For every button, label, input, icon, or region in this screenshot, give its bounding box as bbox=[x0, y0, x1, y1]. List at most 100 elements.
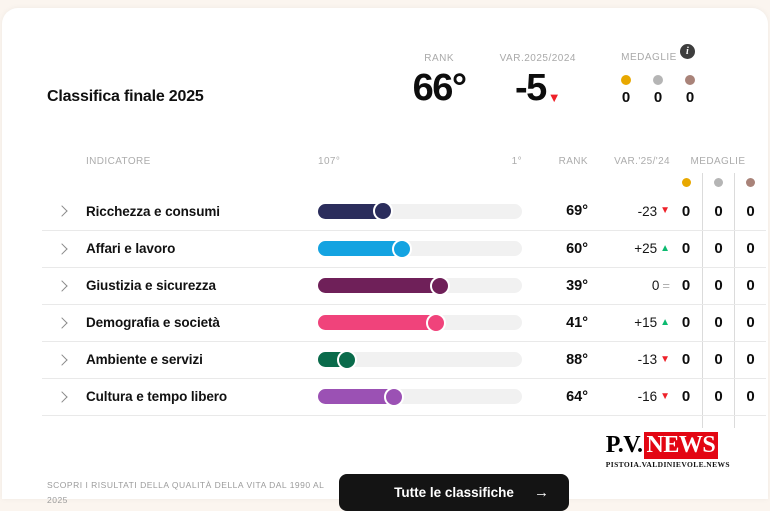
page-title: Classifica finale 2025 bbox=[47, 87, 204, 105]
medals-label-row: MEDAGLIE i bbox=[621, 44, 695, 69]
silver-column-cell bbox=[702, 172, 734, 193]
chevron-right-icon[interactable] bbox=[56, 316, 68, 329]
indicator-label: Giustizia e sicurezza bbox=[86, 278, 216, 293]
bar-knob bbox=[391, 238, 412, 259]
gold-column-cell bbox=[670, 173, 702, 193]
gold-medal-summary: 0 bbox=[610, 75, 642, 107]
rank-bar bbox=[310, 238, 530, 259]
rank-bar bbox=[310, 275, 530, 296]
rank-value: 66° bbox=[412, 67, 467, 110]
bronze-count: 0 bbox=[734, 341, 766, 378]
bar-knob bbox=[383, 386, 404, 407]
variation-value: -13 bbox=[637, 352, 658, 367]
medal-dots-header bbox=[42, 172, 766, 193]
variation-value-wrap: -5 ▼ bbox=[515, 69, 561, 107]
rank-value: 41° bbox=[566, 314, 588, 331]
medals-label: MEDAGLIE bbox=[621, 52, 677, 63]
logo-highlight: NEWS bbox=[643, 431, 719, 459]
medal-divider-stub bbox=[42, 415, 766, 428]
table-row[interactable]: Giustizia e sicurezza 39° 0 = 0 0 0 bbox=[42, 266, 766, 304]
pvnews-logo: P.V. NEWS PISTOIA.VALDINIEVOLE.NEWS bbox=[605, 431, 730, 469]
logo-prefix: P.V. bbox=[605, 431, 643, 458]
summary-header: Classifica finale 2025 RANK 66° VAR.2025… bbox=[2, 8, 768, 107]
silver-medal-summary: 0 bbox=[642, 75, 674, 107]
silver-count: 0 bbox=[702, 192, 734, 230]
bronze-count: 0 bbox=[734, 378, 766, 415]
bar-track bbox=[318, 201, 522, 221]
gold-count: 0 bbox=[681, 240, 691, 257]
overall-rank-stat: RANK 66° bbox=[412, 53, 467, 110]
divider bbox=[702, 415, 734, 428]
variation-column-header: VAR.'25/'24 bbox=[614, 156, 670, 167]
gold-count: 0 bbox=[681, 351, 691, 368]
variation-cell: 0 = bbox=[588, 278, 670, 293]
chevron-right-icon[interactable] bbox=[56, 353, 68, 366]
variation-value: -23 bbox=[637, 203, 658, 219]
rank-bar bbox=[310, 312, 530, 333]
logo-line: P.V. NEWS bbox=[605, 431, 730, 459]
silver-medal-icon bbox=[714, 178, 723, 187]
chevron-right-icon[interactable] bbox=[56, 242, 68, 255]
silver-medal-count: 0 bbox=[653, 89, 663, 106]
bronze-count: 0 bbox=[734, 267, 766, 304]
chevron-right-icon[interactable] bbox=[56, 390, 68, 403]
variation-icon: ▼ bbox=[660, 205, 670, 216]
indicators-table: INDICATORE 107° 1° RANK VAR.'25/'24 MEDA… bbox=[42, 151, 766, 428]
silver-count: 0 bbox=[702, 267, 734, 304]
variation-label: VAR.2025/2024 bbox=[499, 53, 576, 65]
table-row[interactable]: Affari e lavoro 60° +25 ▲ 0 0 0 bbox=[42, 229, 766, 267]
variation-icon: ▼ bbox=[660, 353, 670, 365]
silver-count: 0 bbox=[702, 341, 734, 378]
bar-fill bbox=[318, 349, 357, 370]
rank-value: 60° bbox=[566, 240, 588, 257]
variation-cell: +25 ▲ bbox=[588, 241, 670, 256]
logo-row: P.V. NEWS PISTOIA.VALDINIEVOLE.NEWS bbox=[2, 428, 768, 469]
all-rankings-button-label: Tutte le classifiche bbox=[394, 485, 514, 500]
table-row[interactable]: Ambiente e servizi 88° -13 ▼ 0 0 0 bbox=[42, 340, 766, 378]
ranking-card: Classifica finale 2025 RANK 66° VAR.2025… bbox=[2, 8, 768, 511]
bronze-count: 0 bbox=[734, 230, 766, 267]
rank-bar bbox=[310, 349, 530, 370]
variation-icon: ▲ bbox=[660, 242, 670, 254]
scale-end-label: 1° bbox=[511, 156, 522, 167]
variation-cell: -23 ▼ bbox=[588, 204, 670, 219]
bar-fill bbox=[318, 238, 412, 259]
footer-note: SCOPRI I RISULTATI DELLA QUALITÀ DELLA V… bbox=[47, 480, 325, 505]
table-row[interactable]: Cultura e tempo libero 64° -16 ▼ 0 0 0 bbox=[42, 377, 766, 415]
variation-stat: VAR.2025/2024 -5 ▼ bbox=[499, 53, 576, 107]
bar-fill bbox=[318, 275, 451, 296]
chevron-right-icon[interactable] bbox=[56, 279, 68, 292]
bar-track bbox=[318, 275, 522, 296]
gold-medal-count: 0 bbox=[621, 89, 631, 106]
gold-medal-icon bbox=[621, 75, 631, 85]
divider bbox=[734, 415, 766, 428]
indicator-label: Affari e lavoro bbox=[86, 241, 176, 256]
bar-track bbox=[318, 386, 522, 407]
bar-track bbox=[318, 312, 522, 333]
bronze-medal-icon bbox=[746, 178, 755, 187]
info-icon[interactable]: i bbox=[679, 44, 695, 59]
arrow-right-icon: → bbox=[534, 484, 549, 501]
variation-cell: -16 ▼ bbox=[588, 389, 670, 404]
bar-fill bbox=[318, 201, 394, 221]
rank-column-header: RANK bbox=[558, 156, 588, 167]
indicator-column-header: INDICATORE bbox=[86, 156, 151, 167]
variation-icon: = bbox=[662, 278, 670, 293]
gold-count: 0 bbox=[681, 277, 691, 294]
table-row[interactable]: Demografia e società 41° +15 ▲ 0 0 0 bbox=[42, 303, 766, 341]
indicator-label: Ambiente e servizi bbox=[86, 352, 203, 367]
bronze-medal-count: 0 bbox=[685, 89, 695, 106]
rank-label: RANK bbox=[424, 53, 455, 65]
table-row[interactable]: Ricchezza e consumi 69° -23 ▼ 0 0 0 bbox=[42, 192, 766, 230]
all-rankings-button[interactable]: Tutte le classifiche → bbox=[339, 474, 569, 511]
silver-medal-icon bbox=[653, 75, 663, 85]
bar-knob bbox=[373, 201, 394, 221]
scale-column-header: 107° 1° bbox=[310, 156, 530, 167]
gold-count: 0 bbox=[681, 314, 691, 331]
medals-column-header: MEDAGLIE bbox=[690, 156, 746, 167]
scale-start-label: 107° bbox=[318, 156, 341, 167]
rank-value: 69° bbox=[566, 203, 588, 219]
chevron-right-icon[interactable] bbox=[56, 205, 68, 217]
indicator-label: Cultura e tempo libero bbox=[86, 389, 228, 404]
bar-track bbox=[318, 349, 522, 370]
